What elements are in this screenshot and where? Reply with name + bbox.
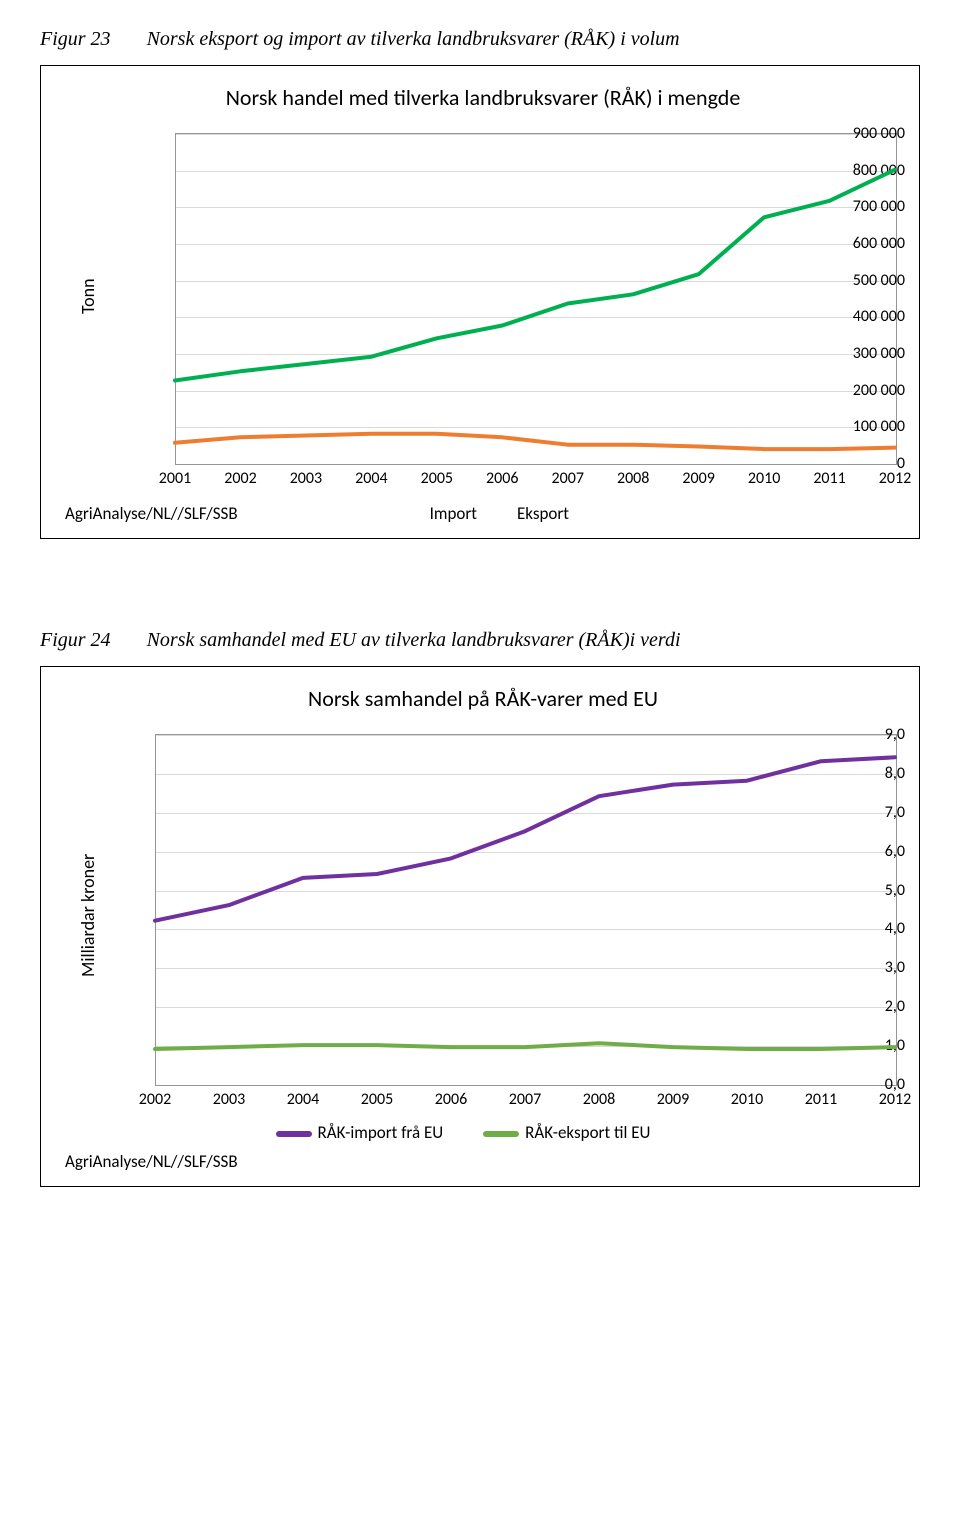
legend-label: Import [430, 503, 477, 524]
x-tick-label: 2004 [287, 1090, 319, 1109]
x-tick-label: 2009 [657, 1090, 689, 1109]
figure23-chart: Norsk handel med tilverka landbruksvarer… [40, 65, 920, 539]
figure23-title: Norsk handel med tilverka landbruksvarer… [65, 84, 901, 111]
figure23-footer: AgriAnalyse/NL//SLF/SSB Import Eksport [65, 503, 901, 524]
x-tick-label: 2005 [361, 1090, 393, 1109]
x-tick-label: 2001 [159, 469, 191, 488]
x-tick-label: 2011 [805, 1090, 837, 1109]
series-import [155, 757, 895, 920]
x-tick-label: 2003 [290, 469, 322, 488]
x-tick-label: 2012 [879, 1090, 911, 1109]
x-tick-label: 2008 [583, 1090, 615, 1109]
figure24-title: Norsk samhandel på RÅK-varer med EU [65, 685, 901, 712]
legend-label: Eksport [517, 503, 569, 524]
x-tick-label: 2002 [224, 469, 256, 488]
series-eksport [175, 434, 895, 449]
x-tick-label: 2007 [509, 1090, 541, 1109]
figure23-caption-text: Norsk eksport og import av tilverka land… [147, 28, 680, 50]
series-svg [155, 734, 895, 1084]
figure24-caption: Figur 24 Norsk samhandel med EU av tilver… [40, 629, 920, 652]
y-axis-label: Tonn [77, 278, 99, 314]
x-tick-label: 2011 [813, 469, 845, 488]
x-tick-label: 2004 [355, 469, 387, 488]
figure24-legend: RÅK-import frå EU RÅK-eksport til EU [65, 1122, 901, 1143]
series-eksport [155, 1043, 895, 1049]
figure23-legend: Import Eksport [258, 503, 781, 524]
x-tick-label: 2010 [731, 1090, 763, 1109]
figure24-chart: Norsk samhandel på RÅK-varer med EU 0,01… [40, 666, 920, 1187]
x-tick-label: 2009 [682, 469, 714, 488]
y-axis-label: Milliardar kroner [77, 854, 99, 977]
legend-swatch [276, 1131, 312, 1137]
x-tick-label: 2007 [552, 469, 584, 488]
figure24-plot-frame: 0,01,02,03,04,05,06,07,08,09,0Milliardar… [65, 734, 905, 1114]
figure24-caption-text: Norsk samhandel med EU av tilverka landb… [147, 629, 681, 651]
x-tick-label: 2012 [879, 469, 911, 488]
figure24-source: AgriAnalyse/NL//SLF/SSB [65, 1151, 901, 1172]
series-svg [175, 133, 895, 463]
figure23-plot-frame: 0100 000200 000300 000400 000500 000600 … [65, 133, 905, 493]
legend-label: RÅK-eksport til EU [525, 1122, 650, 1143]
figure23-source: AgriAnalyse/NL//SLF/SSB [65, 503, 238, 524]
x-tick-label: 2005 [421, 469, 453, 488]
x-tick-label: 2006 [486, 469, 518, 488]
x-tick-label: 2008 [617, 469, 649, 488]
x-tick-label: 2010 [748, 469, 780, 488]
figure23-caption: Figur 23 Norsk eksport og import av tilve… [40, 28, 920, 51]
figure23-number: Figur 23 [40, 28, 111, 50]
figure24-number: Figur 24 [40, 629, 111, 651]
x-tick-label: 2002 [139, 1090, 171, 1109]
x-tick-label: 2003 [213, 1090, 245, 1109]
x-tick-label: 2006 [435, 1090, 467, 1109]
series-import [175, 170, 895, 381]
page: Figur 23 Norsk eksport og import av tilve… [0, 0, 960, 1227]
legend-swatch [483, 1131, 519, 1137]
legend-label: RÅK-import frå EU [318, 1122, 444, 1143]
